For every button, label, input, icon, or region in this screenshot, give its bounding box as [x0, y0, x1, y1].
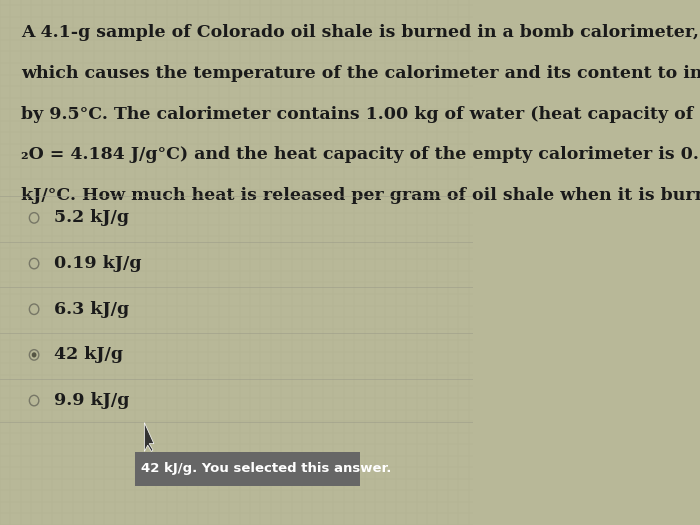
Text: 42 kJ/g: 42 kJ/g	[55, 346, 123, 363]
Text: A 4.1-g sample of Colorado oil shale is burned in a bomb calorimeter,: A 4.1-g sample of Colorado oil shale is …	[21, 24, 699, 40]
Text: by 9.5°C. The calorimeter contains 1.00 kg of water (heat capacity of H: by 9.5°C. The calorimeter contains 1.00 …	[21, 106, 700, 122]
Text: 6.3 kJ/g: 6.3 kJ/g	[55, 301, 130, 318]
Circle shape	[32, 352, 36, 358]
Text: 42 kJ/g. You selected this answer.: 42 kJ/g. You selected this answer.	[141, 462, 391, 475]
Polygon shape	[144, 423, 154, 451]
Text: which causes the temperature of the calorimeter and its content to increase: which causes the temperature of the calo…	[21, 65, 700, 81]
Text: kJ/°C. How much heat is released per gram of oil shale when it is burned?: kJ/°C. How much heat is released per gra…	[21, 187, 700, 204]
Text: 0.19 kJ/g: 0.19 kJ/g	[55, 255, 142, 272]
FancyBboxPatch shape	[135, 452, 360, 486]
Text: ₂O = 4.184 J/g°C) and the heat capacity of the empty calorimeter is 0.10: ₂O = 4.184 J/g°C) and the heat capacity …	[21, 146, 700, 163]
Text: 5.2 kJ/g: 5.2 kJ/g	[55, 209, 130, 226]
Text: 9.9 kJ/g: 9.9 kJ/g	[55, 392, 130, 409]
